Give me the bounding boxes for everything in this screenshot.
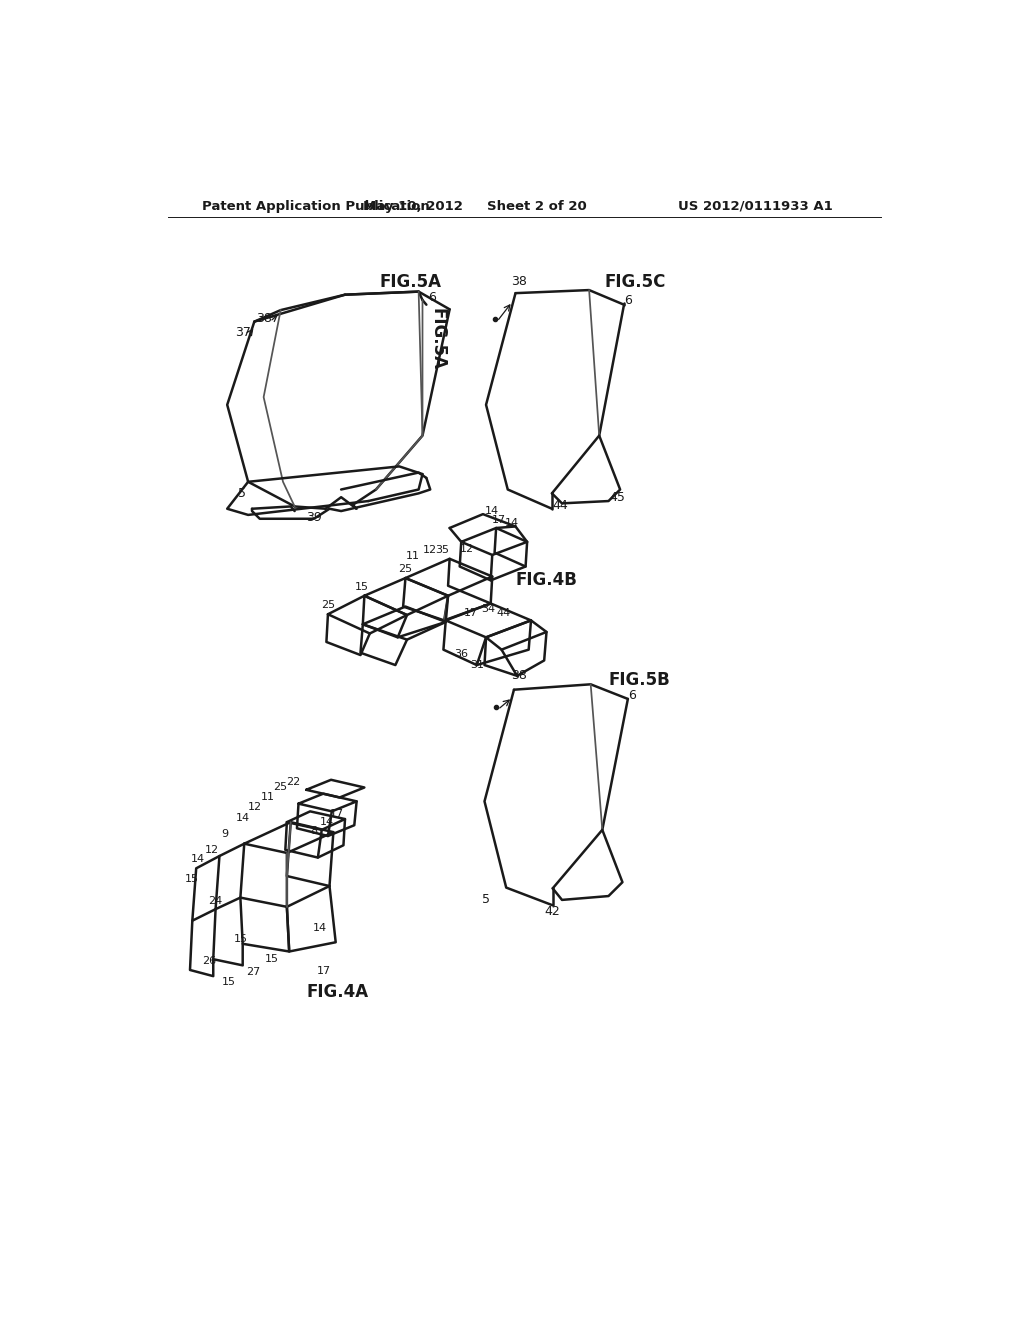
Text: 12: 12 (423, 545, 437, 554)
Text: US 2012/0111933 A1: US 2012/0111933 A1 (678, 199, 834, 213)
Text: 27: 27 (247, 968, 261, 977)
Text: 14: 14 (236, 813, 250, 824)
Text: 38: 38 (511, 669, 526, 682)
Text: 12: 12 (460, 544, 474, 554)
Text: 31: 31 (470, 660, 483, 671)
Text: 14: 14 (313, 924, 328, 933)
Text: 17: 17 (492, 515, 506, 525)
Text: 38: 38 (511, 275, 527, 288)
Text: 6: 6 (624, 293, 632, 306)
Text: Sheet 2 of 20: Sheet 2 of 20 (486, 199, 587, 213)
Text: 34: 34 (481, 603, 496, 614)
Text: 14: 14 (505, 519, 519, 528)
Text: 15: 15 (355, 582, 369, 593)
Text: 26: 26 (203, 956, 216, 966)
Text: 5: 5 (482, 892, 490, 906)
Text: 17: 17 (317, 966, 331, 975)
Text: 45: 45 (610, 491, 626, 504)
Text: 38: 38 (256, 312, 271, 325)
Text: FIG.4B: FIG.4B (515, 572, 578, 589)
Text: 15: 15 (222, 977, 236, 987)
Text: 12: 12 (205, 845, 219, 855)
Text: FIG.5A: FIG.5A (429, 309, 447, 371)
Text: 14: 14 (485, 506, 500, 516)
Text: 22: 22 (286, 777, 300, 787)
Text: 37: 37 (234, 326, 251, 339)
Text: 8: 8 (310, 825, 317, 836)
Text: 6: 6 (628, 689, 636, 702)
Text: 11: 11 (407, 550, 420, 561)
Text: 44: 44 (497, 607, 511, 618)
Text: 25: 25 (398, 564, 413, 574)
Text: Patent Application Publication: Patent Application Publication (202, 199, 429, 213)
Text: 14: 14 (190, 854, 205, 865)
Text: May 10, 2012: May 10, 2012 (364, 199, 463, 213)
Text: 5: 5 (238, 487, 246, 500)
Text: FIG.5B: FIG.5B (608, 671, 671, 689)
Text: 25: 25 (273, 783, 288, 792)
Text: FIG.5A: FIG.5A (380, 273, 442, 292)
Text: 15: 15 (264, 954, 279, 964)
Text: 9: 9 (221, 829, 228, 840)
Text: 39: 39 (306, 511, 322, 524)
Text: FIG.4A: FIG.4A (306, 982, 369, 1001)
Text: 35: 35 (435, 545, 449, 554)
Text: 42: 42 (545, 906, 560, 917)
Text: 6: 6 (428, 292, 436, 305)
Text: 14: 14 (319, 817, 334, 828)
Text: 24: 24 (208, 896, 222, 907)
Text: 11: 11 (260, 792, 274, 801)
Text: FIG.5C: FIG.5C (605, 273, 667, 292)
Text: 12: 12 (248, 801, 262, 812)
Text: 44: 44 (553, 499, 568, 512)
Text: 15: 15 (184, 874, 199, 884)
Text: 17: 17 (330, 809, 344, 820)
Text: 36: 36 (455, 648, 468, 659)
Text: 15: 15 (233, 935, 248, 944)
Text: 25: 25 (321, 601, 335, 610)
Text: 17: 17 (464, 607, 478, 618)
